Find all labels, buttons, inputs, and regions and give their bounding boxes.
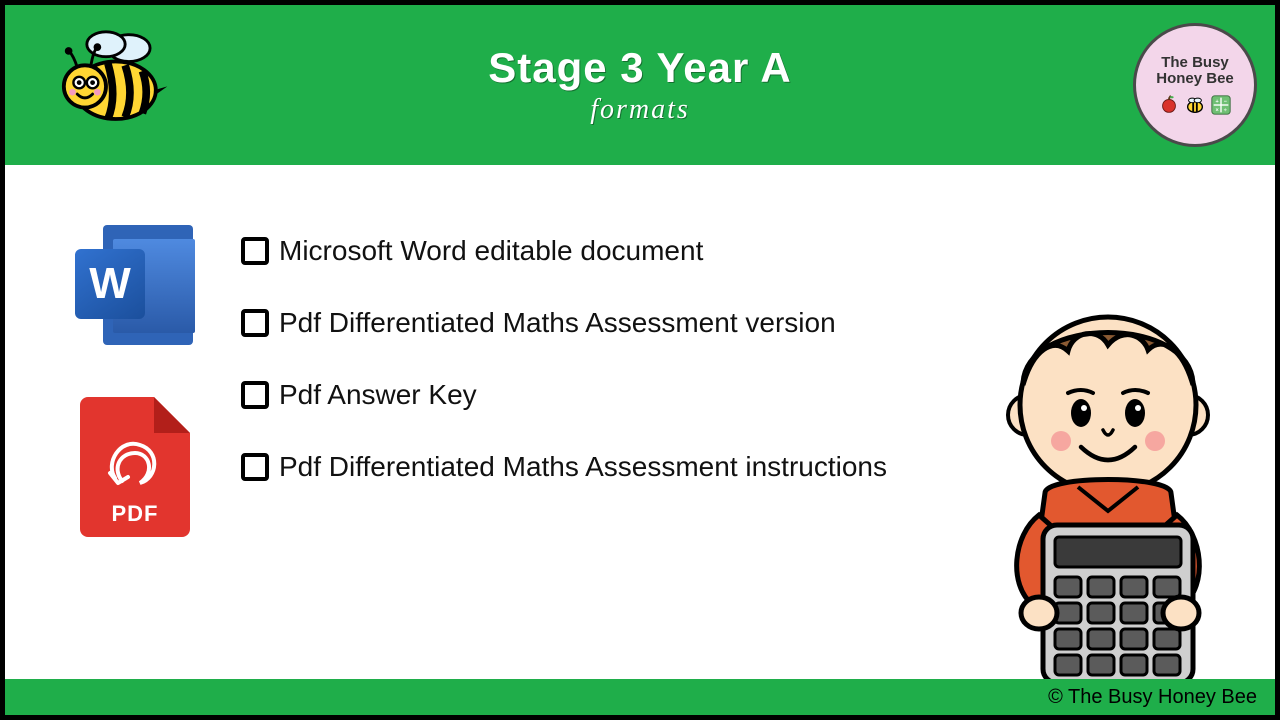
list-item-label: Pdf Differentiated Maths Assessment inst… (279, 451, 887, 483)
brand-logo-badge: The Busy Honey Bee +−× ÷ (1133, 23, 1257, 147)
logo-mini-icons: +−× ÷ (1158, 94, 1232, 116)
footer-bar: © The Busy Honey Bee (5, 679, 1275, 715)
pdf-icon-label: PDF (80, 501, 190, 527)
svg-text:+: + (1216, 99, 1219, 105)
list-item: Pdf Differentiated Maths Assessment vers… (241, 307, 887, 339)
calc-icon: +−× ÷ (1210, 94, 1232, 116)
checkbox-icon (241, 381, 269, 409)
checkbox-icon (241, 309, 269, 337)
checkbox-icon (241, 453, 269, 481)
logo-line2: Honey Bee (1156, 71, 1234, 88)
list-item: Pdf Answer Key (241, 379, 887, 411)
format-list: Microsoft Word editable document Pdf Dif… (241, 225, 887, 537)
header-banner: Stage 3 Year A formats The Busy Honey Be… (5, 5, 1275, 165)
header-text: Stage 3 Year A formats (488, 44, 792, 126)
logo-line1: The Busy (1161, 55, 1229, 72)
ms-word-icon: W (75, 225, 195, 345)
list-item-label: Pdf Differentiated Maths Assessment vers… (279, 307, 836, 339)
file-icons-column: W PDF (75, 225, 195, 537)
checkbox-icon (241, 237, 269, 265)
list-item-label: Pdf Answer Key (279, 379, 477, 411)
list-item-label: Microsoft Word editable document (279, 235, 703, 267)
svg-text:×: × (1216, 107, 1219, 113)
page-subtitle: formats (488, 94, 792, 126)
list-item: Pdf Differentiated Maths Assessment inst… (241, 451, 887, 483)
pdf-icon: PDF (80, 397, 190, 537)
list-item: Microsoft Word editable document (241, 235, 887, 267)
apple-icon (1158, 94, 1180, 116)
word-icon-letter: W (89, 259, 131, 309)
page-frame: Stage 3 Year A formats The Busy Honey Be… (0, 0, 1280, 720)
svg-text:÷: ÷ (1224, 107, 1227, 113)
bee-icon (60, 27, 175, 142)
boy-calculator-illustration (953, 295, 1263, 685)
mini-bee-icon (1184, 94, 1206, 116)
copyright-text: © The Busy Honey Bee (1048, 686, 1257, 709)
page-title: Stage 3 Year A (488, 44, 792, 92)
svg-text:−: − (1224, 99, 1227, 105)
